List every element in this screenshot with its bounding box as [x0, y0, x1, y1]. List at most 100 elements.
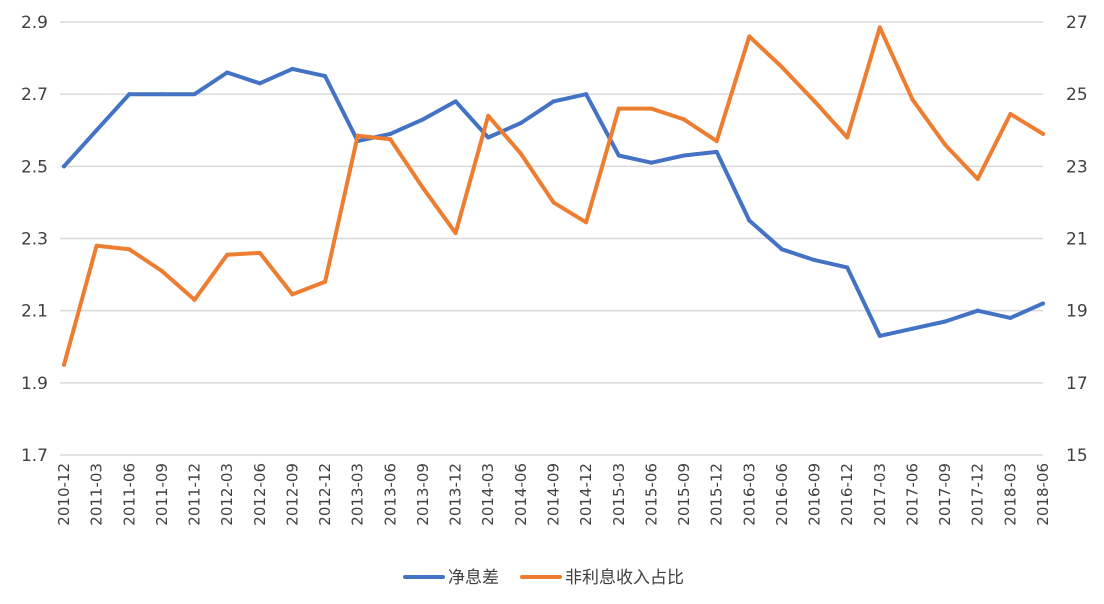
data-point [779, 65, 784, 70]
data-point [682, 153, 687, 158]
data-point [616, 106, 621, 111]
data-point [388, 131, 393, 136]
right-tick-label: 27 [1066, 13, 1088, 33]
data-point [388, 137, 393, 142]
series-lines [62, 25, 1045, 367]
left-tick-label: 1.9 [21, 374, 48, 394]
x-tick-label: 2014-06 [512, 463, 530, 526]
data-point [518, 121, 523, 126]
x-tick-label: 2016-06 [773, 463, 791, 526]
data-point [649, 106, 654, 111]
data-point [714, 139, 719, 144]
data-point [486, 113, 491, 118]
data-point [323, 279, 328, 284]
data-point [975, 308, 980, 313]
x-tick-label: 2016-12 [838, 463, 856, 526]
x-tick-label: 2011-06 [120, 463, 138, 526]
data-point [290, 66, 295, 71]
data-point [812, 258, 817, 263]
data-point [747, 218, 752, 223]
data-point [453, 99, 458, 104]
data-point [1041, 301, 1045, 306]
data-point [225, 70, 230, 75]
data-point [192, 297, 197, 302]
right-tick-label: 17 [1066, 374, 1088, 394]
data-point [62, 164, 66, 169]
right-tick-label: 21 [1066, 230, 1088, 250]
data-point [355, 133, 360, 138]
data-point [127, 92, 132, 97]
data-point [551, 200, 556, 205]
data-point [257, 81, 262, 86]
x-tick-label: 2011-09 [153, 463, 171, 526]
data-point [159, 268, 164, 273]
data-point [910, 326, 915, 331]
data-point [584, 92, 589, 97]
x-tick-label: 2012-06 [251, 463, 269, 526]
data-point [943, 142, 948, 147]
data-point [649, 160, 654, 165]
data-point [877, 25, 882, 30]
x-tick-label: 2013-12 [447, 463, 465, 526]
right-tick-label: 19 [1066, 302, 1088, 322]
legend-label-1: 净息差 [448, 568, 499, 588]
x-axis-ticks: 2010-12 2011-03 2011-06 2011-09 2011-12 2012-… [55, 463, 1052, 526]
right-tick-label: 15 [1066, 446, 1088, 466]
data-point [453, 231, 458, 236]
data-point [877, 333, 882, 338]
data-point [1008, 315, 1013, 320]
data-point [714, 149, 719, 154]
data-point [192, 92, 197, 97]
x-tick-label: 2013-03 [349, 463, 367, 526]
right-tick-label: 25 [1066, 85, 1088, 105]
x-tick-label: 2018-06 [1034, 463, 1052, 526]
data-point [486, 135, 491, 140]
data-point [225, 252, 230, 257]
data-point [323, 74, 328, 79]
x-tick-label: 2012-03 [218, 463, 236, 526]
x-tick-label: 2017-09 [936, 463, 954, 526]
data-point [812, 99, 817, 104]
x-tick-label: 2017-03 [871, 463, 889, 526]
x-tick-label: 2017-06 [903, 463, 921, 526]
left-tick-label: 2.9 [21, 13, 48, 33]
x-tick-label: 2014-09 [545, 463, 563, 526]
data-point [682, 117, 687, 122]
data-point [290, 292, 295, 297]
legend-label-2: 非利息收入占比 [565, 568, 684, 588]
data-point [1041, 131, 1045, 136]
data-point [127, 247, 132, 252]
data-point [420, 117, 425, 122]
left-tick-label: 2.5 [21, 157, 48, 177]
left-tick-label: 1.7 [21, 446, 48, 466]
x-tick-label: 2015-03 [610, 463, 628, 526]
data-point [420, 185, 425, 190]
data-point [159, 92, 164, 97]
x-tick-label: 2013-09 [414, 463, 432, 526]
x-tick-label: 2017-12 [969, 463, 987, 526]
data-point [779, 247, 784, 252]
x-tick-label: 2010-12 [55, 463, 73, 526]
left-tick-label: 2.7 [21, 85, 48, 105]
data-point [943, 319, 948, 324]
data-point [1008, 112, 1013, 117]
right-axis-ticks: 15 17 19 21 23 25 27 [1066, 13, 1088, 466]
x-tick-label: 2015-12 [708, 463, 726, 526]
right-tick-label: 23 [1066, 157, 1088, 177]
x-tick-label: 2016-09 [806, 463, 824, 526]
x-tick-label: 2011-03 [88, 463, 106, 526]
x-tick-label: 2015-09 [675, 463, 693, 526]
x-tick-label: 2016-03 [740, 463, 758, 526]
data-point [257, 250, 262, 255]
data-point [62, 362, 66, 367]
legend: 净息差 非利息收入占比 [403, 568, 684, 588]
data-point [747, 34, 752, 39]
data-point [616, 153, 621, 158]
data-point [551, 99, 556, 104]
data-point [94, 243, 99, 248]
data-point [845, 265, 850, 270]
data-point [94, 128, 99, 133]
series-line-2 [62, 25, 1045, 367]
data-point [845, 135, 850, 140]
